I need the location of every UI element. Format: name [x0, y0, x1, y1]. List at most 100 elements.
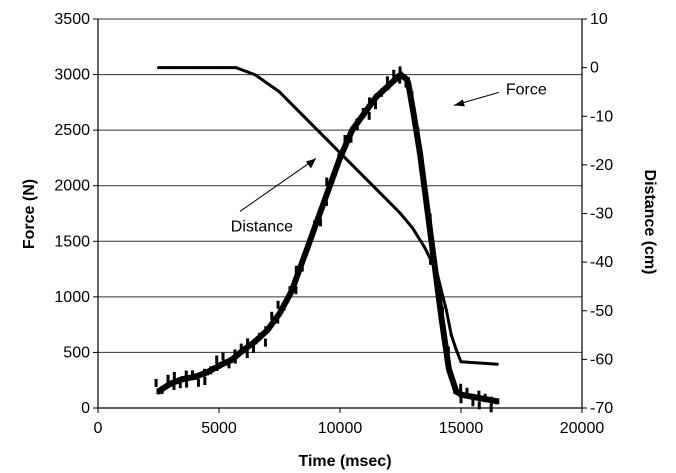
- plot-area: [97, 19, 583, 409]
- force-arrowhead: [453, 99, 465, 107]
- force-sample: [440, 306, 444, 315]
- right-tick-label: -20: [590, 157, 613, 174]
- force-sample: [202, 368, 206, 377]
- force-sample: [490, 396, 494, 405]
- force-sample: [233, 355, 237, 364]
- force-sample: [215, 362, 219, 371]
- force-sample: [331, 175, 335, 184]
- force-sample: [404, 79, 408, 88]
- x-tick-label: 15000: [439, 420, 484, 437]
- distance-trace: [158, 66, 498, 366]
- force-sample: [428, 213, 432, 222]
- force-series: [154, 66, 500, 413]
- annotations: Force Distance: [231, 81, 547, 235]
- force-sample: [398, 66, 402, 75]
- force-sample: [313, 220, 317, 229]
- force-sample: [227, 360, 231, 369]
- force-sample: [459, 383, 463, 392]
- force-sample: [276, 300, 280, 309]
- force-sample: [257, 332, 261, 341]
- force-sample: [154, 378, 158, 387]
- force-sample: [477, 390, 481, 399]
- right-tick-label: -30: [590, 206, 613, 223]
- force-sample: [477, 401, 481, 410]
- force-sample: [446, 346, 450, 355]
- force-sample: [166, 374, 170, 383]
- gridlines: [98, 18, 582, 353]
- force-sample: [233, 349, 237, 358]
- force-sample: [172, 371, 176, 380]
- force-sample: [191, 370, 195, 379]
- left-axis-title: Force (N): [21, 179, 38, 249]
- force-sample: [459, 395, 463, 404]
- force-sample: [379, 88, 383, 97]
- force-sample: [172, 381, 176, 390]
- x-axis-title: Time (msec): [298, 453, 391, 470]
- distance-annotation-label: Distance: [231, 218, 293, 235]
- right-tick-label: -50: [590, 303, 613, 320]
- right-axis-title: Distance (cm): [641, 170, 658, 275]
- force-sample: [385, 76, 389, 85]
- force-sample: [294, 286, 298, 295]
- force-sample: [239, 343, 243, 352]
- force-sample: [263, 338, 267, 347]
- force-sample: [416, 127, 420, 136]
- left-tick-label: 1500: [54, 233, 90, 250]
- distance-annotation-arrow: [239, 158, 317, 212]
- left-tick-label: 500: [63, 344, 90, 361]
- force-sample: [386, 82, 390, 91]
- force-sample: [276, 315, 280, 324]
- force-sample: [447, 362, 451, 371]
- force-sample: [343, 134, 347, 143]
- right-tick-label: -10: [590, 108, 613, 125]
- force-sample: [270, 311, 274, 320]
- force-sample: [416, 145, 420, 154]
- x-tick-label: 5000: [201, 420, 237, 437]
- force-sample: [434, 281, 438, 290]
- force-annotation-label: Force: [506, 81, 547, 98]
- force-sample: [453, 385, 457, 394]
- force-sample: [215, 355, 219, 364]
- force-sample: [252, 345, 256, 354]
- force-sample: [337, 153, 341, 162]
- force-sample: [288, 286, 292, 295]
- right-tick-label: 0: [590, 60, 599, 77]
- x-tick-label: 10000: [318, 420, 363, 437]
- force-sample: [160, 385, 164, 394]
- force-sample: [294, 265, 298, 274]
- left-tick-label: 1000: [54, 289, 90, 306]
- right-axis-ticks: -70 -60 -50 -40 -30 -20 -10 0 10: [582, 11, 613, 417]
- force-sample: [246, 338, 250, 347]
- force-sample: [410, 91, 414, 100]
- force-sample: [355, 122, 359, 131]
- force-sample: [185, 379, 189, 388]
- right-tick-label: -60: [590, 351, 613, 368]
- force-point: [495, 398, 500, 405]
- force-sample: [483, 393, 487, 402]
- force-sample: [209, 366, 213, 375]
- force-sample: [221, 352, 225, 361]
- left-tick-label: 2000: [54, 178, 90, 195]
- force-sample: [178, 380, 182, 389]
- x-tick-label: 0: [94, 420, 103, 437]
- force-sample: [361, 108, 365, 117]
- force-sample: [300, 263, 304, 272]
- right-tick-label: -70: [590, 400, 613, 417]
- x-tick-label: 20000: [560, 420, 605, 437]
- x-axis-ticks: 0 5000 10000 15000 20000: [94, 408, 605, 437]
- left-tick-label: 3500: [54, 11, 90, 28]
- force-trace: [156, 71, 499, 405]
- force-sample: [392, 69, 396, 78]
- force-sample: [349, 134, 353, 143]
- right-tick-label: -40: [590, 254, 613, 271]
- force-sample: [374, 101, 377, 110]
- left-tick-label: 3000: [54, 67, 90, 84]
- force-sample: [264, 326, 268, 335]
- force-sample: [203, 377, 207, 386]
- left-axis-ticks: 0 500 1000 1500 2000 2500 3000 3500: [54, 11, 98, 417]
- force-sample: [489, 404, 493, 413]
- force-sample: [324, 197, 328, 206]
- force-sample: [245, 350, 249, 359]
- force-sample: [422, 188, 426, 197]
- force-point: [156, 388, 161, 395]
